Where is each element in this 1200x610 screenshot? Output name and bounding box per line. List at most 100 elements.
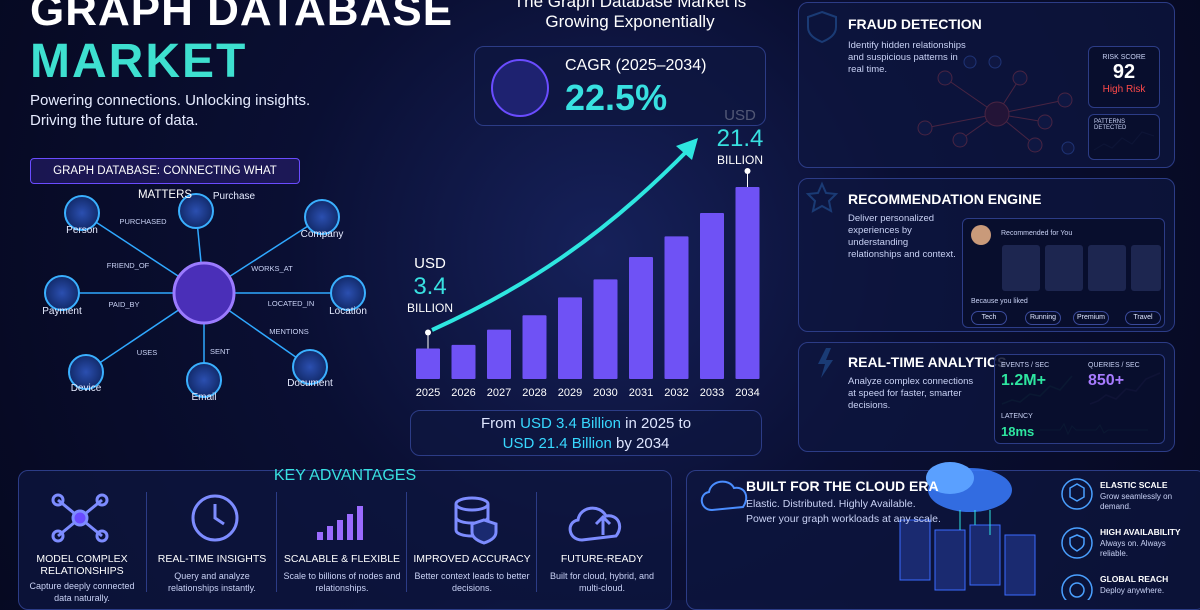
node [292,349,328,385]
bar [522,315,547,379]
advantage-description: Built for cloud, hybrid, and multi-cloud… [549,571,655,593]
analytics-panel [994,354,1165,444]
node [44,275,80,311]
summary-highlight: USD 21.4 Billion [502,435,612,452]
cloud-icon [700,480,748,512]
summary: From USD 3.4 Billion in 2025 to USD 21.4… [410,410,762,456]
node [64,195,100,231]
x-tick-label: 2026 [451,387,475,399]
title: GRAPH DATABASE [30,0,454,35]
edge-label: PURCHASED [119,217,167,226]
cloud-title: BUILT FOR THE CLOUD ERA [746,478,939,494]
value-suffix: BILLION [407,301,453,315]
network: Person Purchase Company Location Document Ema… [42,191,367,403]
edge-label: WORKS_AT [251,264,293,273]
feature-title: ELASTIC SCALE [1100,480,1168,490]
advantage-description: Query and analyze relationships instantl… [168,571,256,593]
advantage-title: FUTURE-READY [560,553,644,565]
arrow-head [676,138,698,160]
metric-label: QUERIES / SEC [1088,362,1140,369]
metric-label: EVENTS / SEC [1001,362,1050,369]
node-label: Device [71,383,102,394]
metric-value: 18ms [1001,424,1035,439]
summary-text: by 2034 [616,435,670,452]
summary-text: From [480,415,516,432]
bar [735,187,760,379]
metric-value: 1.2M+ [1001,372,1046,389]
chart-title: The Graph Database Market is Growing Exp… [513,0,747,31]
tagline: Powering connections. Unlocking insights… [30,92,311,109]
risk-value: 92 [1112,61,1136,83]
value-suffix: BILLION [717,153,763,167]
edge-label: MENTIONS [269,327,309,336]
node-label: Document [287,378,333,389]
bar [629,256,653,379]
risk-level: High Risk [1102,84,1146,95]
card-description: Identify hidden relationships and suspic… [848,40,966,75]
panel-title: Recommended for You [1001,230,1073,237]
tag: Running [1025,311,1061,325]
advantage-description: Scale to billions of nodes and relations… [283,571,401,593]
data-label: 21.4 [717,125,764,152]
tag: Premium [1073,311,1109,325]
cagr-box: CAGR (2025–2034) 22.5% [474,46,766,126]
divider [146,492,147,592]
x-tick-label: 2029 [558,387,582,399]
product [1088,245,1126,291]
center-node [172,261,236,325]
node [304,199,340,235]
tag: Travel [1125,311,1161,325]
feature-description: Grow seamlessly on demand. [1100,492,1173,511]
bar-chart: 2025 2026 2027 2028 2029 2030 2031 2032 2033 2034… [407,107,763,399]
x-tick-label: 2032 [664,387,688,399]
tag: Tech [971,311,1007,325]
product [1002,245,1040,291]
card-description: Analyze complex connections at speed for… [848,376,974,411]
edge-label: USES [137,348,157,357]
avatar [971,225,991,245]
feature-title: HIGH AVAILABILITY [1100,527,1181,537]
title: MARKET [30,35,248,88]
node-label: Payment [42,306,82,317]
node [186,362,222,398]
bar [487,329,511,379]
advantage-title: MODEL COMPLEX RELATIONSHIPS [36,553,128,577]
node-label: Location [329,306,367,317]
growth-arrow [431,146,692,332]
advantage-title: IMPROVED ACCURACY [413,553,531,565]
cagr-icon [491,59,549,117]
edge-label: FRIEND_OF [107,261,150,270]
patterns-label: PATTERNS DETECTED [1094,119,1127,131]
bar [700,213,724,379]
advantages-title: KEY ADVANTAGES [273,467,417,484]
graph-title: GRAPH DATABASE: CONNECTING WHAT MATTERS [30,158,300,201]
risk-label: RISK SCORE [1102,54,1146,61]
divider [406,492,407,592]
x-tick-label: 2028 [522,387,546,399]
summary-text: in 2025 to [625,415,692,432]
product [1131,245,1161,291]
product [1045,245,1083,291]
x-tick-label: 2034 [735,387,759,399]
metric-label: LATENCY [1001,413,1033,420]
label-dot [744,168,751,174]
feature-description: Deploy anywhere. [1100,586,1165,595]
x-tick-label: 2031 [629,387,653,399]
x-tick-label: 2033 [700,387,724,399]
metric-value: 850+ [1088,372,1125,389]
bar [451,344,476,379]
cloud-line: Power your graph workloads at any scale. [746,513,941,525]
x-tick-label: 2025 [416,387,440,399]
tagline: Driving the future of data. [30,112,199,129]
node [68,354,104,390]
cloud-line: Elastic. Distributed. Highly Available. [746,498,916,510]
risk-box: RISK SCORE 92 High Risk [1088,46,1160,108]
value-prefix: USD [414,255,446,272]
x-tick-label: 2027 [487,387,511,399]
bar [664,236,689,379]
patterns-box: PATTERNS DETECTED [1088,114,1160,160]
data-label: 3.4 [413,273,446,300]
bar [416,348,440,379]
recommendation-panel: Recommended for You Because you liked Te… [962,218,1165,328]
